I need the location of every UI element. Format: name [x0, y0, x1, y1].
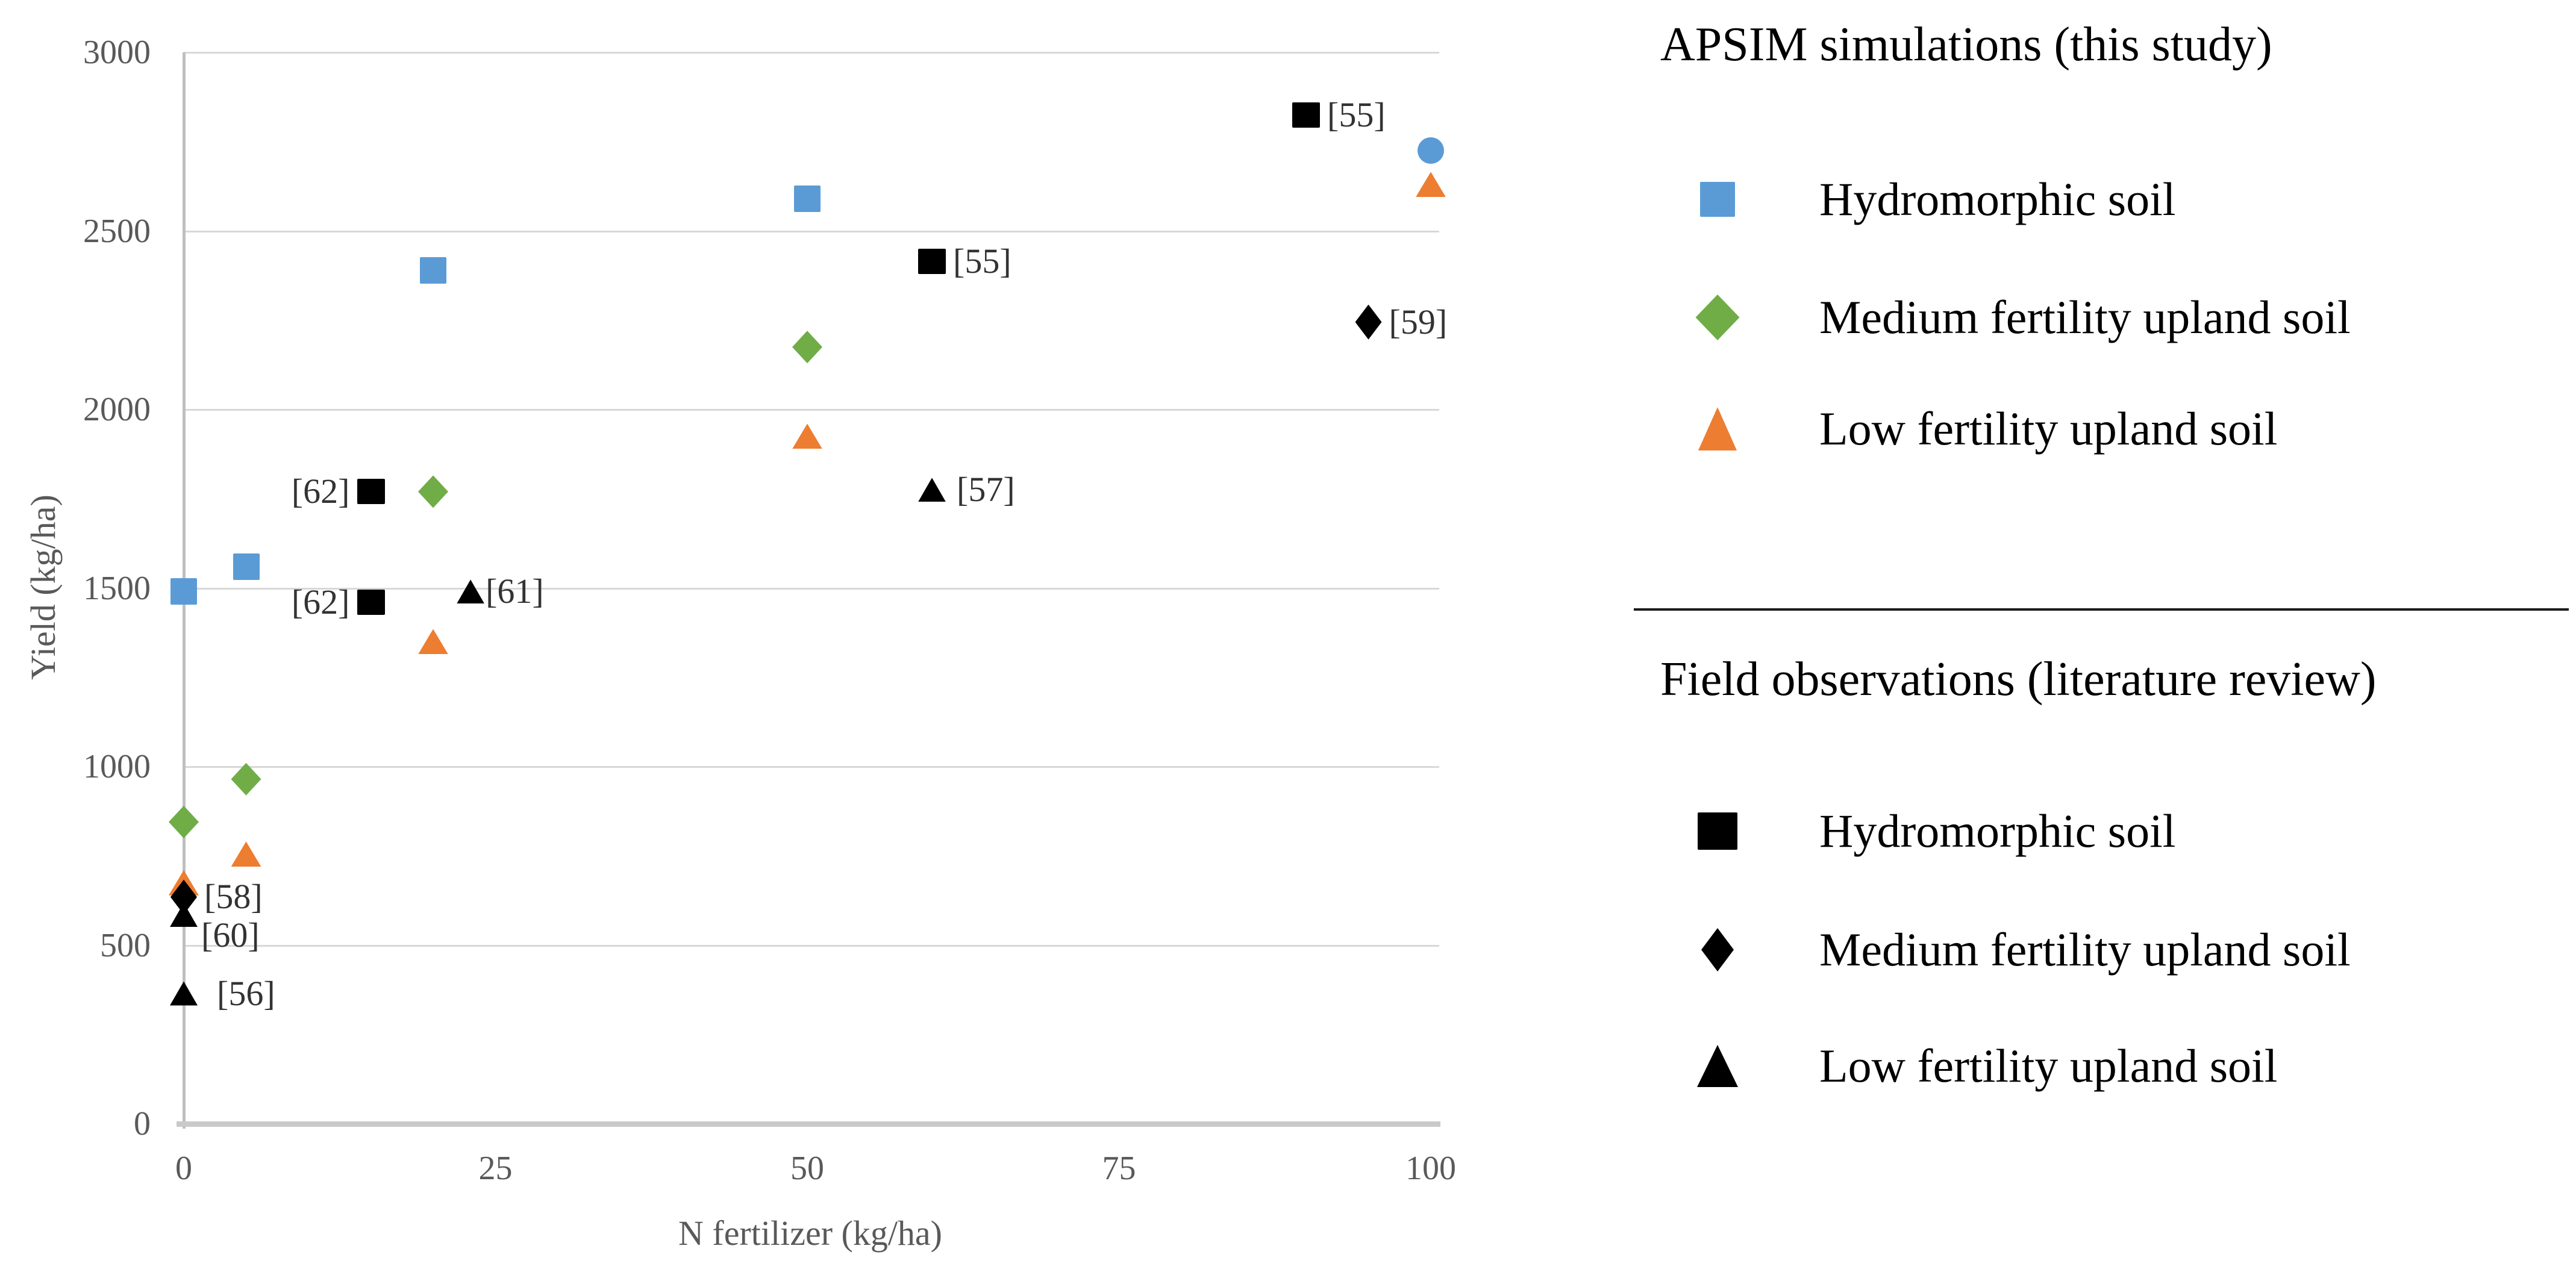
- gridline-y-1500: [184, 587, 1439, 590]
- legend-item-label: Low fertility upland soil: [1819, 1039, 2278, 1092]
- point-triangle-x50-y1925: [792, 423, 822, 449]
- point-ref-label-57: [57]: [957, 470, 1015, 510]
- point-square-x20-y2390: [420, 257, 446, 284]
- point-square-x60-y2415: [918, 248, 946, 274]
- point-triangle-x20-y1350: [418, 629, 448, 655]
- point-diamond-x20-y1770: [418, 475, 448, 508]
- field-triangle-icon: [1697, 1045, 1738, 1087]
- legend-item-label: Low fertility upland soil: [1819, 402, 2278, 455]
- gridline-y-2500: [184, 230, 1439, 232]
- x-tick-label-100: 100: [1405, 1150, 1456, 1187]
- point-ref-label-55: [55]: [953, 241, 1011, 281]
- y-tick-label-0: 0: [134, 1105, 151, 1142]
- point-ref-label-62: [62]: [291, 472, 350, 511]
- y-tick-label-500: 500: [100, 926, 151, 964]
- point-ref-label-62: [62]: [291, 582, 350, 622]
- gridline-y-3000: [184, 52, 1439, 54]
- legend-item-label: Hydromorphic soil: [1819, 173, 2176, 225]
- gridline-y-500: [184, 944, 1439, 947]
- point-triangle-x23-y1490: [457, 579, 485, 604]
- y-tick-label-1000: 1000: [83, 748, 151, 785]
- y-axis-title: Yield (kg/ha): [23, 494, 63, 680]
- point-ref-label-55: [55]: [1327, 95, 1386, 134]
- point-ref-label-58: [58]: [204, 877, 263, 917]
- legend-item-label: Medium fertility upland soil: [1819, 291, 2351, 343]
- point-ref-label-61: [61]: [486, 572, 544, 611]
- apsim-square-icon: [1700, 182, 1735, 217]
- x-axis-line: [177, 1121, 1440, 1127]
- legend-field-title: Field observations (literature review): [1660, 653, 2377, 706]
- y-tick-label-1500: 1500: [83, 569, 151, 607]
- point-triangle-x5-y755: [231, 841, 261, 867]
- x-tick-label-25: 25: [478, 1150, 513, 1187]
- gridline-y-1000: [184, 766, 1439, 768]
- point-ref-label-56: [56]: [217, 973, 275, 1013]
- field-diamond-icon: [1701, 928, 1734, 971]
- legend-item-label: Hydromorphic soil: [1819, 805, 2176, 857]
- point-square-x50-y2590: [794, 185, 821, 213]
- x-tick-label-75: 75: [1102, 1150, 1136, 1187]
- point-diamond-x0-y845: [169, 805, 199, 838]
- point-ref-label-59: [59]: [1389, 302, 1448, 341]
- point-diamond-x50-y2175: [792, 331, 822, 364]
- legend-item-label: Medium fertility upland soil: [1819, 923, 2351, 976]
- point-triangle-x0-y585: [170, 903, 198, 927]
- y-tick-label-2000: 2000: [83, 391, 151, 428]
- x-axis-title: N fertilizer (kg/ha): [678, 1214, 943, 1253]
- y-tick-label-3000: 3000: [83, 34, 151, 71]
- x-tick-label-0: 0: [175, 1150, 192, 1187]
- point-ref-label-60: [60]: [201, 915, 260, 955]
- point-square-x90-y2825: [1292, 102, 1320, 128]
- point-circle-x100-y2725: [1418, 137, 1444, 164]
- apsim-triangle-icon: [1698, 407, 1737, 450]
- point-square-x5-y1560: [233, 553, 260, 580]
- point-triangle-x60-y1775: [918, 478, 946, 502]
- legend-apsim-title: APSIM simulations (this study): [1660, 18, 2272, 71]
- point-square-x15-y1460: [357, 590, 385, 616]
- point-square-x15-y1770: [357, 479, 385, 505]
- x-tick-label-50: 50: [790, 1150, 824, 1187]
- point-diamond-x95-y2245: [1355, 304, 1382, 340]
- point-square-x0-y1490: [170, 578, 197, 605]
- y-tick-label-2500: 2500: [83, 212, 151, 250]
- apsim-diamond-icon: [1695, 295, 1740, 340]
- gridline-y-2000: [184, 409, 1439, 411]
- point-triangle-x0-y365: [170, 981, 198, 1006]
- point-triangle-x100-y2630: [1416, 172, 1446, 198]
- legend-divider: [1634, 608, 2569, 611]
- field-square-icon: [1698, 812, 1737, 850]
